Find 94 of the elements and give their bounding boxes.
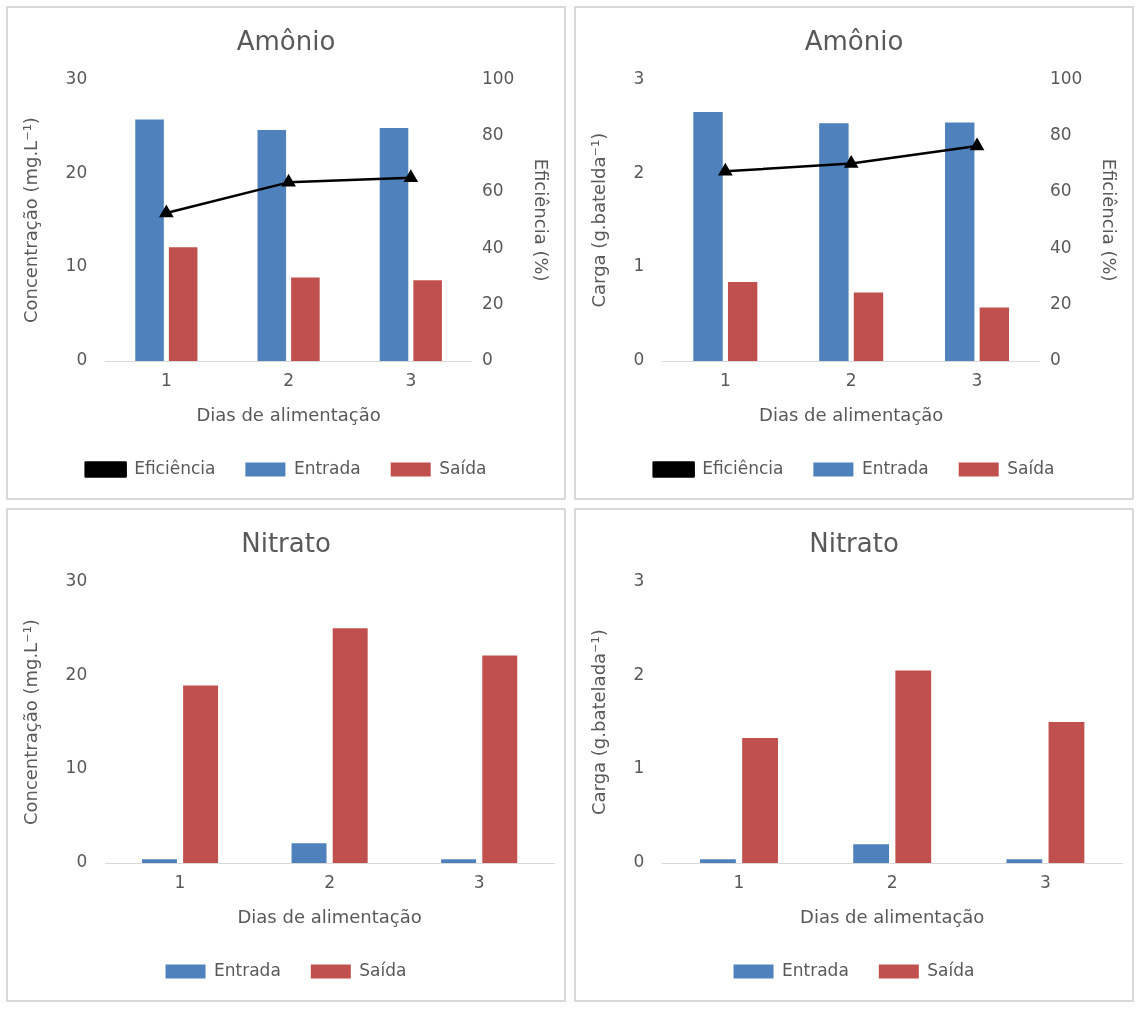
y2-tick-label: 60 — [481, 180, 504, 201]
y-tick-label: 1 — [633, 757, 645, 778]
x-tick-label: 3 — [405, 369, 417, 390]
bar — [332, 628, 368, 863]
y2-tick-label: 80 — [1049, 123, 1072, 144]
y-tick-label: 0 — [76, 349, 88, 370]
bar — [700, 859, 736, 863]
y-tick-label: 2 — [633, 161, 645, 182]
x-tick-label: 2 — [845, 369, 857, 390]
legend-label: Entrada — [782, 959, 849, 980]
legend-label: Eficiência — [134, 457, 216, 478]
y2-axis-title: Eficiência (%) — [530, 158, 552, 282]
y-tick-label: 30 — [65, 569, 88, 590]
bar — [945, 122, 975, 361]
bar — [168, 247, 198, 361]
bar — [291, 277, 320, 361]
x-tick-label: 3 — [473, 871, 485, 892]
y-tick-label: 0 — [633, 349, 645, 370]
point — [970, 138, 984, 151]
y-tick-label: 3 — [633, 67, 645, 88]
y-tick-label: 3 — [633, 569, 645, 590]
y2-tick-label: 100 — [481, 67, 515, 88]
x-axis-title: Dias de alimentação — [800, 905, 985, 927]
bar — [379, 128, 409, 361]
chart-title: Nitrato — [809, 528, 899, 559]
bar — [727, 282, 758, 361]
y2-tick-label: 0 — [481, 349, 493, 370]
y2-tick-label: 100 — [1049, 67, 1083, 88]
x-tick-label: 1 — [719, 369, 731, 390]
x-tick-label: 2 — [886, 871, 898, 892]
point — [404, 170, 418, 183]
bar — [135, 119, 164, 361]
legend-label: Saída — [439, 457, 487, 478]
bar — [853, 844, 890, 863]
y2-tick-label: 20 — [481, 293, 504, 314]
bar — [1006, 859, 1043, 863]
legend-label: Entrada — [293, 457, 361, 478]
y2-tick-label: 60 — [1049, 180, 1072, 201]
bar — [141, 859, 177, 863]
y-tick-label: 1 — [633, 255, 645, 276]
legend-label: Eficiência — [702, 457, 784, 478]
bar — [742, 738, 778, 863]
x-tick-label: 3 — [1039, 871, 1051, 892]
legend-label: Entrada — [214, 959, 281, 980]
legend-label: Saída — [1007, 457, 1055, 478]
legend-label: Saída — [359, 959, 407, 980]
x-axis-title: Dias de alimentação — [759, 403, 944, 425]
y-tick-label: 10 — [65, 255, 88, 276]
bar — [895, 670, 932, 863]
bar — [183, 685, 219, 863]
point — [159, 205, 173, 218]
bar — [441, 859, 477, 863]
bar — [693, 112, 723, 361]
chart-title: Amônio — [804, 26, 904, 57]
y2-tick-label: 80 — [481, 123, 504, 144]
y-tick-label: 10 — [65, 757, 88, 778]
y-axis-title: Carga (g.batelada⁻¹) — [588, 629, 610, 816]
bar — [819, 123, 849, 361]
bar — [853, 292, 884, 361]
x-tick-label: 1 — [160, 369, 172, 390]
y-tick-label: 20 — [65, 161, 88, 182]
x-tick-label: 2 — [324, 871, 336, 892]
legend-label: Saída — [927, 959, 975, 980]
chart-title: Nitrato — [241, 528, 331, 559]
legend-label: Entrada — [861, 457, 929, 478]
point — [844, 156, 858, 168]
y2-axis-title: Eficiência (%) — [1098, 158, 1120, 282]
x-tick-label: 2 — [283, 369, 295, 390]
y-axis-title: Concentração (mg.L⁻¹) — [20, 619, 42, 826]
bar — [482, 655, 518, 863]
x-axis-title: Dias de alimentação — [196, 403, 381, 425]
y-tick-label: 0 — [633, 851, 645, 872]
y2-tick-label: 0 — [1049, 349, 1061, 370]
bar — [291, 843, 327, 863]
bar — [979, 307, 1010, 361]
chart-title: Amônio — [236, 26, 336, 57]
y-tick-label: 30 — [65, 67, 88, 88]
point — [718, 164, 732, 176]
y-tick-label: 0 — [76, 851, 88, 872]
y-axis-title: Concentração (mg.L⁻¹) — [20, 117, 42, 324]
x-tick-label: 3 — [971, 369, 983, 390]
bar — [413, 280, 442, 361]
bar — [1048, 722, 1085, 863]
y-tick-label: 20 — [65, 663, 88, 684]
point — [282, 175, 296, 187]
x-tick-label: 1 — [733, 871, 745, 892]
y2-tick-label: 20 — [1049, 293, 1072, 314]
y2-tick-label: 40 — [481, 236, 504, 257]
x-axis-title: Dias de alimentação — [237, 905, 422, 927]
x-tick-label: 1 — [174, 871, 186, 892]
y-axis-title: Carga (g.batelda⁻¹) — [588, 132, 610, 308]
y2-tick-label: 40 — [1049, 236, 1072, 257]
bar — [257, 129, 287, 361]
y-tick-label: 2 — [633, 663, 645, 684]
